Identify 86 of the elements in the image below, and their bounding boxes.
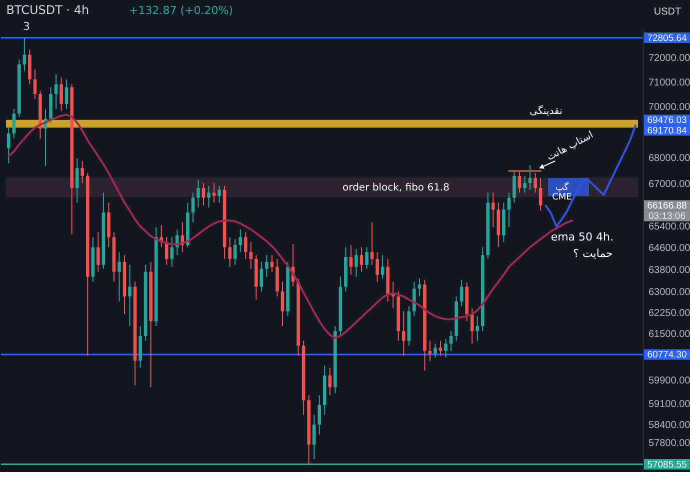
candlestick	[492, 192, 495, 228]
candlestick	[428, 340, 432, 362]
candlestick	[354, 248, 358, 278]
text: 69170.84	[647, 125, 687, 136]
annotation: 3	[23, 20, 30, 33]
y-tick-label: 59100.00	[648, 398, 690, 410]
candlestick	[60, 76, 63, 112]
annotation: حمایت ؟	[573, 247, 613, 260]
candlestick	[444, 338, 448, 358]
candlestick	[312, 414, 316, 460]
candlestick	[128, 264, 132, 327]
candlestick	[244, 232, 248, 260]
ref-line-label: 60774.30	[647, 350, 687, 360]
candlestick	[270, 254, 274, 272]
candlestick	[507, 192, 511, 228]
text: 66166.88	[647, 200, 687, 212]
candlestick	[164, 236, 168, 266]
annotation: استاپ هانت	[545, 130, 596, 164]
y-tick-label: 62250.00	[648, 308, 690, 319]
candlestick	[80, 160, 84, 184]
candlestick	[75, 158, 79, 204]
candlestick	[360, 246, 364, 272]
candlestick	[370, 222, 374, 266]
y-tick-label: 70000.00	[648, 102, 690, 114]
candlestick	[460, 279, 464, 307]
candlestick	[6, 126, 10, 164]
candlestick	[470, 308, 474, 344]
candlestick	[434, 343, 437, 358]
candlestick	[318, 394, 322, 436]
y-tick-label: 58400.00	[648, 420, 690, 431]
ref-line-label: 57085.55	[647, 459, 687, 470]
y-tick-label: 65400.00	[648, 221, 690, 232]
y-tick-label: 67000.00	[648, 179, 690, 190]
y-tick-label: 64600.00	[648, 242, 690, 254]
candlestick	[191, 192, 195, 223]
chart-title: BTCUSDT · 4h	[6, 3, 90, 17]
line-series	[544, 124, 636, 228]
candlestick	[96, 232, 100, 272]
y-tick-label: 68000.00	[648, 153, 690, 164]
text: 69476.03	[647, 114, 687, 126]
candlestick	[265, 254, 268, 278]
candlestick	[218, 185, 221, 204]
text: 03:13:06	[648, 210, 686, 222]
candlestick	[476, 316, 480, 342]
band-label: نقدینگی	[530, 104, 562, 117]
candlestick	[118, 252, 121, 302]
candlestick	[365, 246, 368, 270]
candlestick	[233, 238, 237, 266]
y-tick-label: 72000.00	[648, 52, 690, 64]
y-tick-label: 61500.00	[648, 329, 690, 340]
candlestick	[349, 244, 353, 276]
y-tick-label: 57800.00	[648, 438, 690, 449]
y-tick-label: 63800.00	[648, 264, 690, 276]
candlestick	[196, 179, 200, 208]
series-label: ema 50 4h.	[550, 230, 614, 244]
candlestick	[402, 310, 406, 356]
chart-subtitle: +132.87 (+0.20%)	[129, 4, 233, 17]
candlestick	[380, 254, 384, 280]
candlestick	[12, 108, 16, 140]
candlestick	[438, 340, 442, 356]
candlestick	[391, 281, 395, 309]
candlestick	[64, 78, 68, 110]
y-tick-label: 63000.00	[648, 286, 690, 298]
candlestick	[534, 172, 537, 194]
candlestick	[518, 170, 522, 194]
candlestick	[280, 281, 284, 327]
candlestick	[528, 164, 532, 190]
candlestick	[212, 182, 216, 204]
candlestick	[22, 37, 26, 72]
candlestick	[523, 175, 526, 194]
y-axis-title: USDT	[654, 6, 682, 18]
candlestick	[238, 228, 242, 253]
candlestick	[538, 178, 542, 212]
candlestick	[170, 236, 174, 268]
candlestick	[328, 367, 332, 396]
candlestick	[512, 170, 516, 204]
band-label: order block, fibo 61.8	[342, 182, 450, 194]
candlestick	[207, 185, 210, 208]
candlestick	[228, 236, 232, 268]
candlestick	[249, 242, 253, 270]
y-tick-label: 59900.00	[648, 375, 690, 386]
candlestick	[412, 281, 416, 317]
candlestick	[376, 252, 379, 282]
ref-line-label: 72805.64	[647, 32, 687, 44]
candlestick	[33, 68, 37, 100]
y-tick-label: 71000.00	[648, 77, 690, 88]
